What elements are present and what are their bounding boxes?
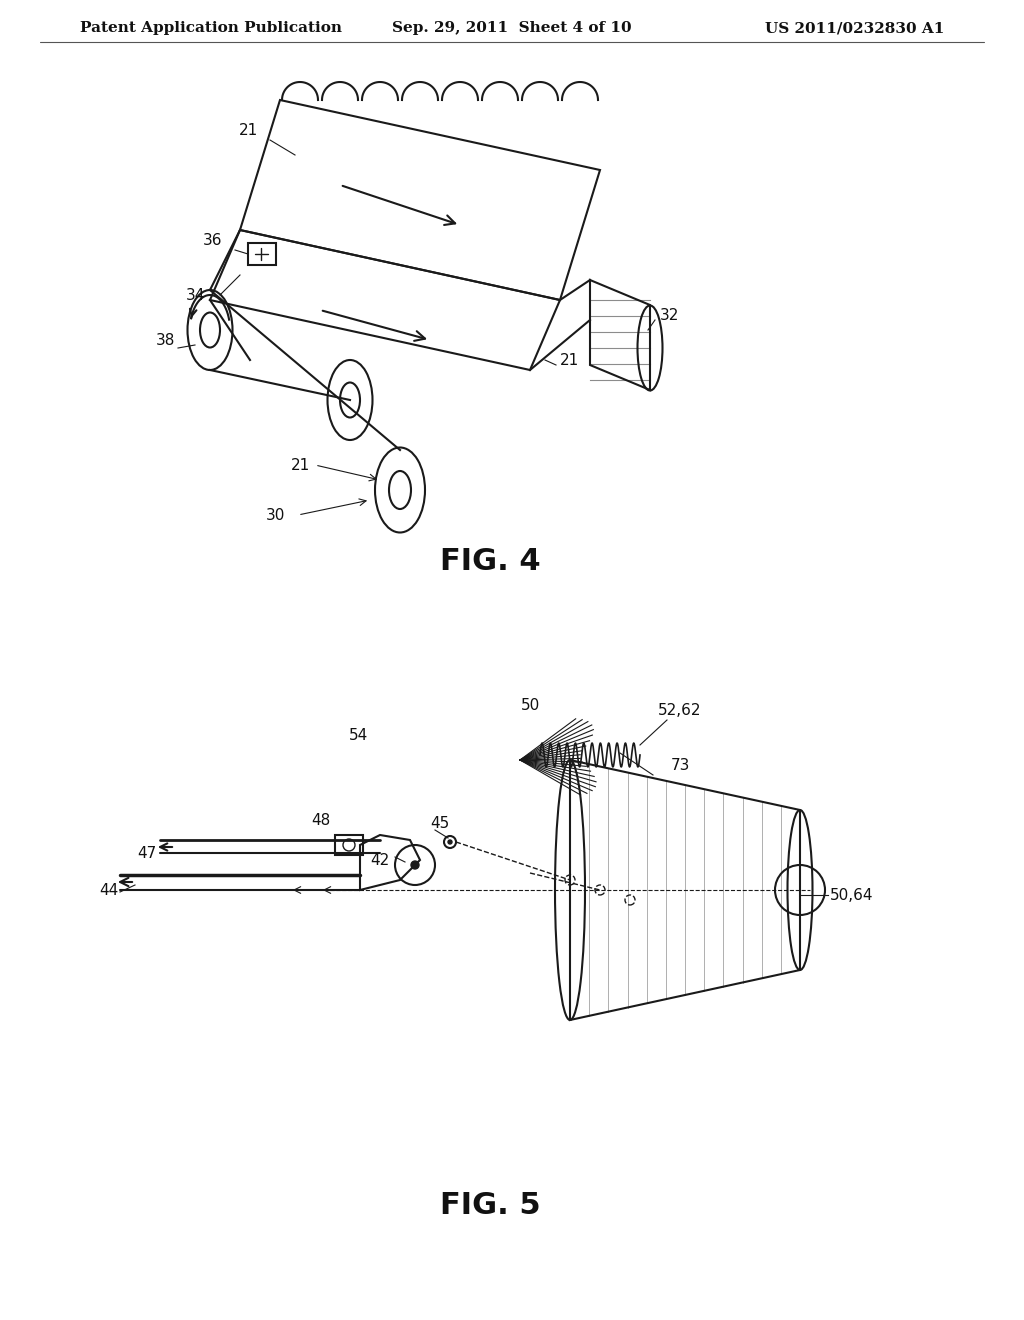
Text: 34: 34 xyxy=(185,288,205,304)
Text: 48: 48 xyxy=(310,813,330,828)
Text: FIG. 5: FIG. 5 xyxy=(439,1191,541,1220)
Text: 50: 50 xyxy=(520,698,540,713)
Text: 50,64: 50,64 xyxy=(830,888,873,903)
Text: US 2011/0232830 A1: US 2011/0232830 A1 xyxy=(765,21,944,36)
Text: Patent Application Publication: Patent Application Publication xyxy=(80,21,342,36)
Text: 44: 44 xyxy=(98,883,118,898)
Text: 38: 38 xyxy=(156,333,175,348)
Text: 21: 21 xyxy=(560,352,580,368)
Text: 54: 54 xyxy=(349,729,368,743)
Text: 30: 30 xyxy=(265,508,285,523)
Text: 52,62: 52,62 xyxy=(658,704,701,718)
Text: Sep. 29, 2011  Sheet 4 of 10: Sep. 29, 2011 Sheet 4 of 10 xyxy=(392,21,632,36)
Text: 45: 45 xyxy=(430,816,450,832)
Text: FIG. 4: FIG. 4 xyxy=(439,548,541,577)
Text: 73: 73 xyxy=(671,758,690,774)
Circle shape xyxy=(411,861,419,869)
Text: 36: 36 xyxy=(203,234,222,248)
Text: 32: 32 xyxy=(660,308,679,323)
Text: 47: 47 xyxy=(138,846,157,861)
Text: 21: 21 xyxy=(239,123,258,139)
Circle shape xyxy=(449,840,452,843)
Text: 21: 21 xyxy=(291,458,310,473)
Text: 42: 42 xyxy=(371,853,389,869)
